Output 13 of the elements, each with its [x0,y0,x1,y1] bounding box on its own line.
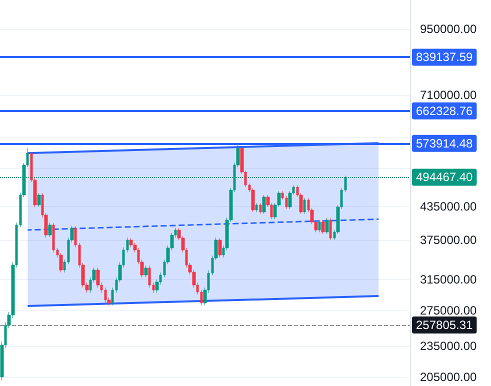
ref-line-label: 662328.76 [416,104,474,118]
ref-line-label: 839137.59 [416,50,474,64]
y-tick-label: 315000.00 [420,272,478,287]
ref-line-label: 494467.40 [416,170,474,184]
y-tick-label: 710000.00 [420,88,478,102]
y-tick-label: 375000.00 [420,232,478,247]
y-tick-label: 235000.00 [420,338,478,353]
y-tick-label: 435000.00 [420,199,478,214]
y-tick-label: 205000.00 [420,370,478,384]
y-tick-label: 275000.00 [420,303,478,318]
ref-line-label: 257805.31 [416,318,474,332]
ref-line-label: 573914.48 [416,136,474,150]
y-tick-label: 950000.00 [420,22,478,36]
